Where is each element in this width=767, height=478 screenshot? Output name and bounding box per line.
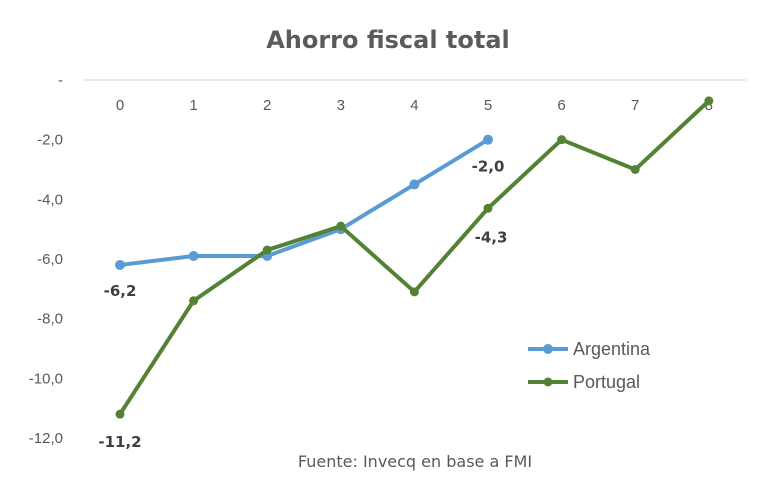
data-point-portugal [262, 245, 272, 255]
y-tick-label: -12,0 [29, 430, 63, 447]
data-point-portugal [630, 165, 640, 174]
data-point-argentina [483, 134, 493, 145]
data-label: -11,2 [98, 433, 141, 451]
x-tick-label: 3 [337, 97, 345, 114]
y-tick-label: -6,0 [37, 251, 63, 268]
data-label: -4,3 [475, 228, 508, 246]
y-tick-label: -10,0 [29, 370, 63, 387]
data-point-portugal [483, 203, 493, 213]
x-tick-label: 4 [410, 97, 418, 114]
data-point-argentina [115, 259, 125, 270]
data-label: -6,2 [104, 282, 137, 300]
y-axis-ticks: - -2,0 -4,0 -6,0 -8,0 -10,0 -12,0 [29, 72, 63, 447]
y-tick-label: -8,0 [37, 311, 63, 328]
data-point-portugal [336, 221, 346, 231]
legend: Argentina Portugal [528, 339, 651, 392]
legend-argentina-marker [543, 344, 553, 354]
data-point-argentina [188, 251, 199, 262]
chart-title: Ahorro fiscal total [266, 26, 510, 54]
data-labels: -6,2 -2,0 -11,2 -4,3 [98, 158, 507, 451]
series-lines [115, 96, 714, 419]
data-point-argentina [409, 179, 420, 190]
data-point-portugal [704, 96, 714, 106]
y-tick-label: -2,0 [37, 132, 63, 149]
x-tick-label: 7 [631, 97, 639, 114]
data-point-portugal [189, 296, 199, 306]
x-tick-label: 0 [116, 97, 124, 114]
x-tick-label: 6 [557, 97, 565, 114]
series-line-argentina [118, 137, 490, 267]
legend-portugal-label: Portugal [573, 372, 640, 392]
x-tick-label: 2 [263, 97, 271, 114]
data-point-portugal [409, 287, 419, 297]
x-tick-label: 5 [484, 97, 492, 114]
data-label: -2,0 [472, 158, 505, 176]
legend-portugal-marker [543, 377, 553, 387]
data-point-portugal [557, 135, 567, 145]
source-note: Fuente: Invecq en base a FMI [298, 452, 532, 471]
y-tick-label: -4,0 [37, 191, 63, 208]
x-axis-ticks: 0 1 2 3 4 5 6 7 8 [116, 97, 713, 114]
x-tick-label: 8 [705, 97, 713, 114]
y-tick-label: - [58, 72, 63, 89]
legend-argentina-label: Argentina [573, 339, 651, 359]
data-point-portugal [115, 409, 125, 419]
x-tick-label: 1 [189, 97, 197, 114]
